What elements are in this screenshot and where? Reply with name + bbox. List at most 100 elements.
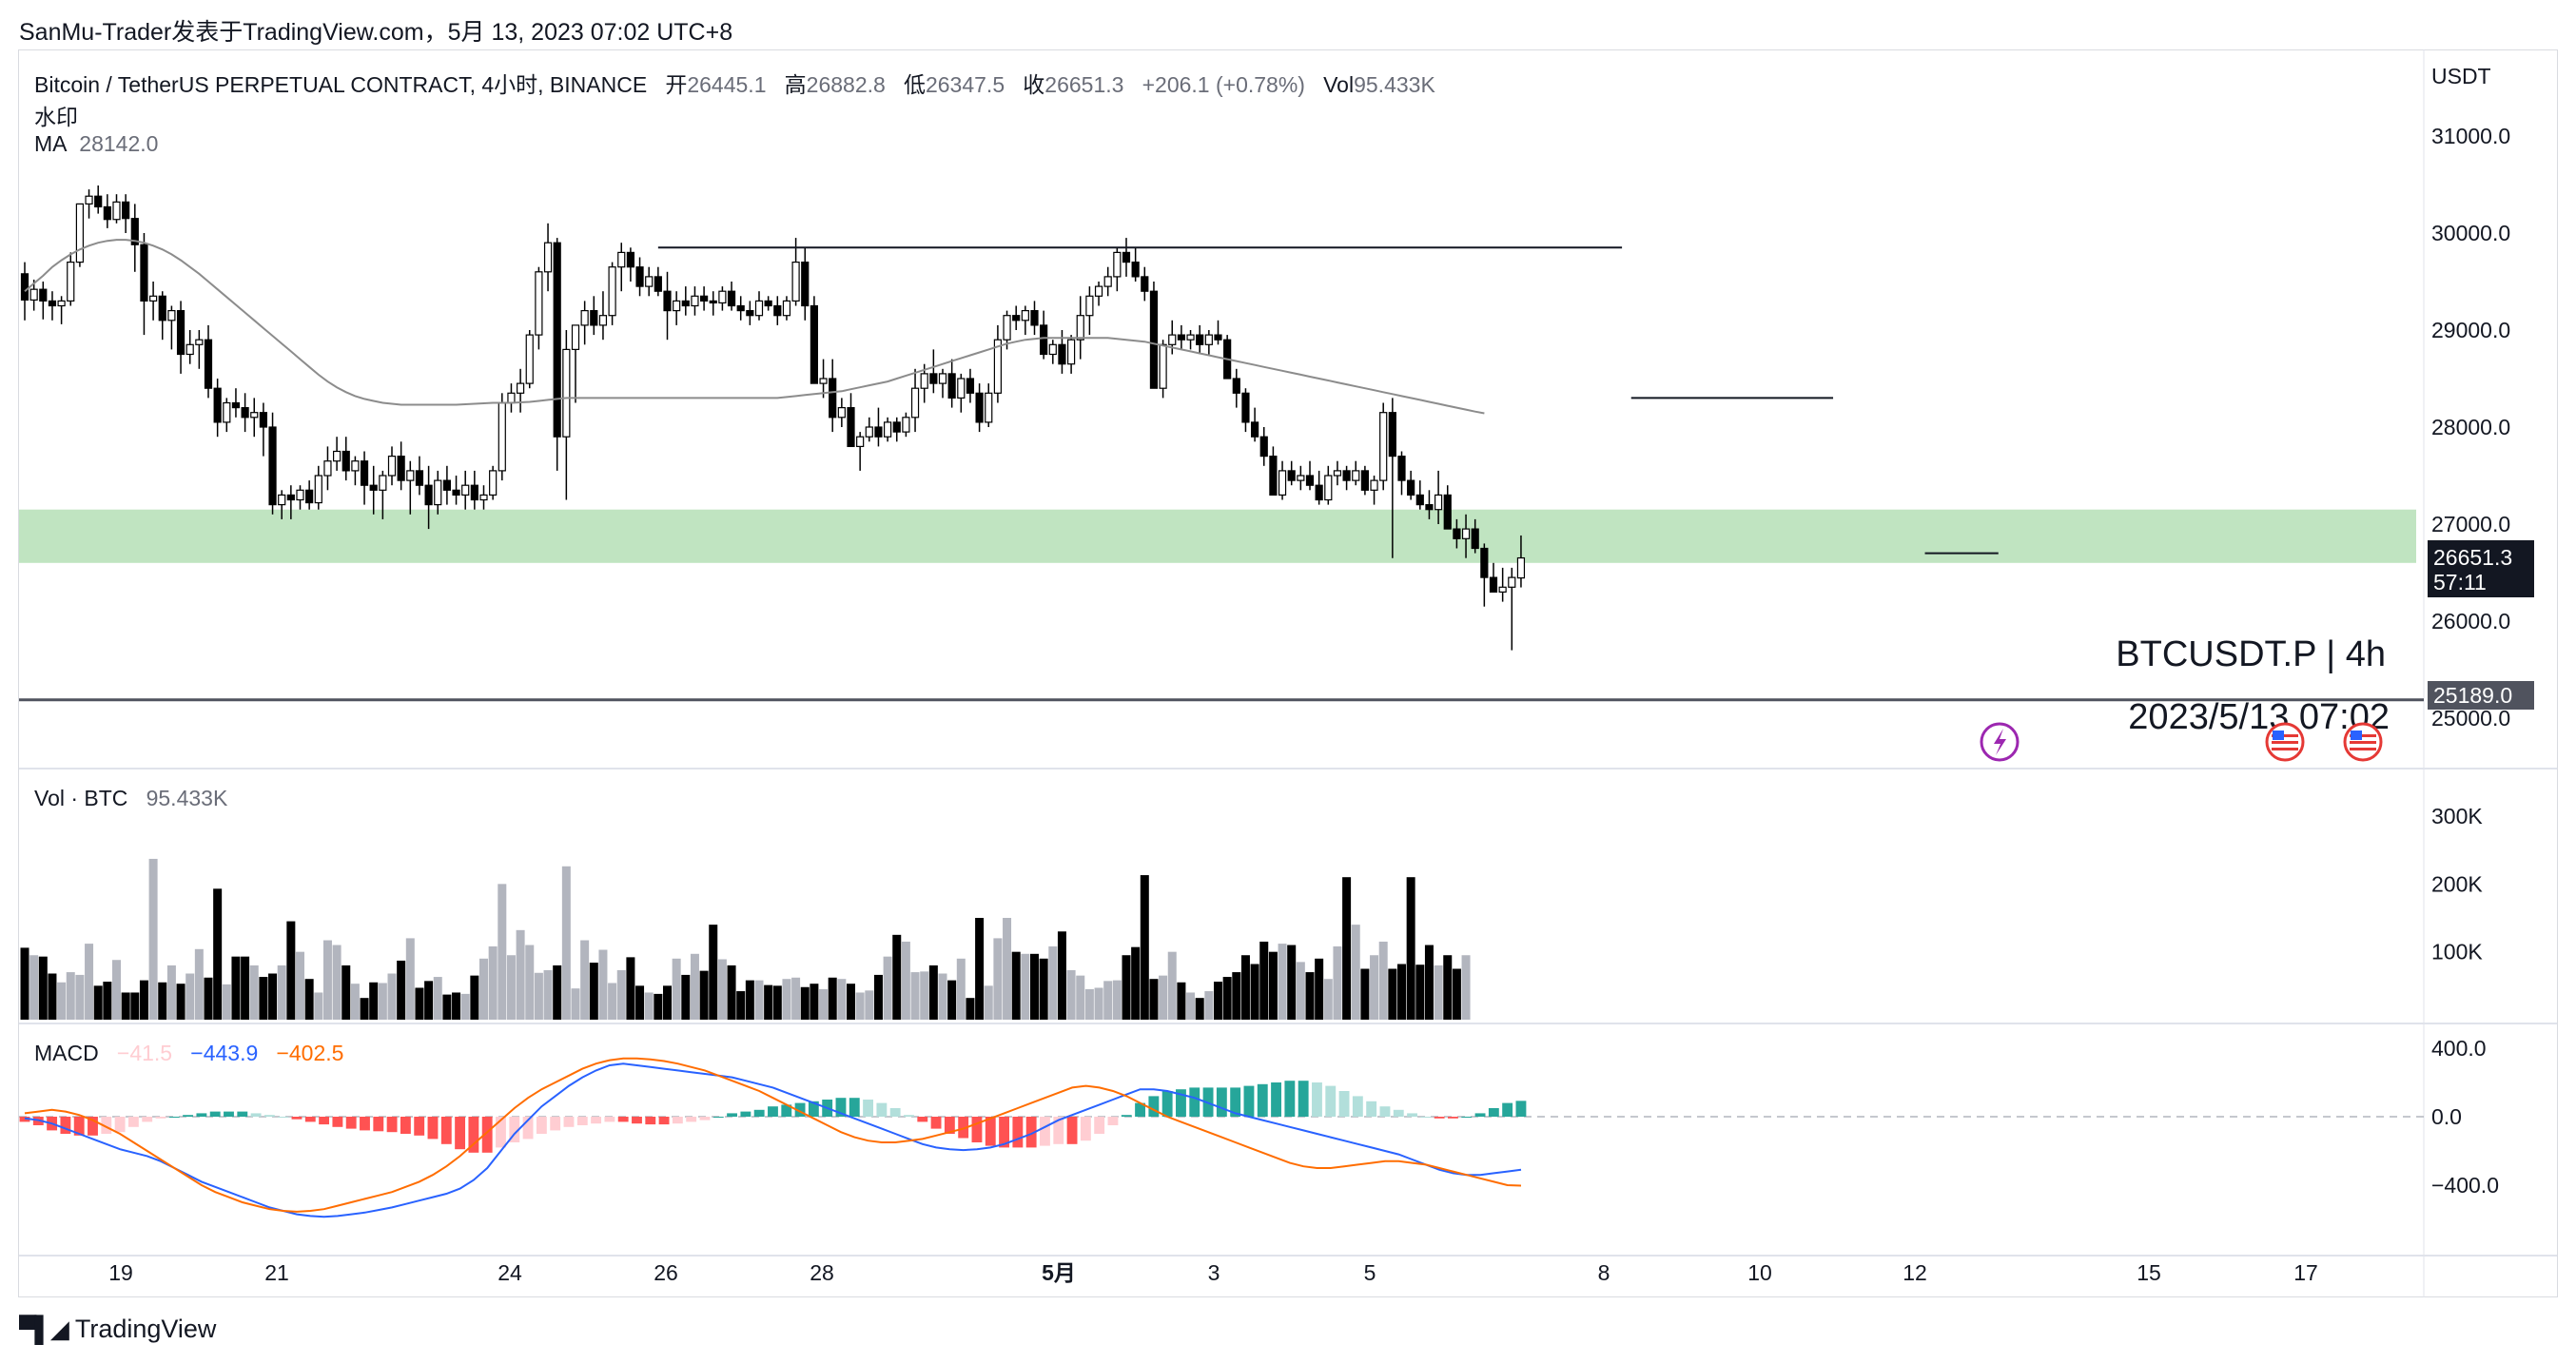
volume-legend[interactable]: Vol · BTC 95.433K: [34, 786, 227, 811]
candle: [535, 266, 543, 350]
time-tick-label: 12: [1903, 1260, 1927, 1285]
macd-legend[interactable]: MACD −41.5 −443.9 −402.5: [34, 1041, 343, 1066]
candle-body-up: [29, 288, 38, 301]
candle-body-up: [85, 195, 93, 205]
lightning-icon[interactable]: [1980, 722, 2020, 762]
volume-bar: [1159, 975, 1168, 1020]
watermark-indicator-label: 水印: [34, 105, 78, 129]
macd-hist-value: −41.5: [116, 1041, 173, 1065]
candle: [543, 223, 553, 292]
candle-body-down: [1177, 334, 1186, 341]
candle: [1149, 282, 1159, 389]
candle-body-down: [1196, 334, 1204, 345]
candle-body-up: [673, 300, 681, 312]
candle-body-up: [167, 310, 176, 322]
candle: [1370, 476, 1378, 505]
macd-histogram-bar: [985, 1117, 996, 1146]
volume-bar: [1131, 946, 1141, 1020]
candle-body-up: [856, 436, 865, 448]
macd-histogram-bar: [672, 1117, 683, 1124]
candle: [1076, 296, 1084, 360]
resistance-lines-layer[interactable]: [657, 246, 1999, 555]
candle: [654, 266, 662, 297]
candle-body-down: [829, 378, 837, 419]
volume-bar: [1397, 964, 1406, 1020]
candle-body-down: [1250, 421, 1259, 438]
volume-bar: [139, 980, 148, 1020]
volume-bar: [231, 956, 241, 1020]
candle: [590, 296, 598, 336]
candle: [985, 383, 993, 427]
macd-histogram-bar: [1012, 1117, 1024, 1148]
ma-legend[interactable]: MA 28142.0: [34, 131, 158, 157]
macd-histogram-bar: [1094, 1117, 1105, 1134]
volume-bar: [204, 977, 213, 1020]
volume-bar: [1333, 945, 1342, 1020]
candle: [85, 189, 93, 219]
candle-body-up: [351, 460, 360, 472]
macd-histogram-bar: [1420, 1117, 1432, 1118]
volume-bar: [580, 940, 590, 1020]
volume-bar: [516, 929, 525, 1020]
candle: [507, 383, 516, 413]
candle-body-down: [847, 407, 855, 448]
candle: [112, 194, 121, 224]
support-zone: [19, 509, 2416, 563]
volume-bar: [1443, 955, 1453, 1020]
price-tick-label: 26000.0: [2431, 609, 2510, 633]
candle-body-down: [360, 460, 369, 486]
macd-histogram-bar: [1298, 1081, 1309, 1117]
candle: [1066, 335, 1076, 374]
volume-bar: [873, 974, 883, 1020]
volume-bar: [1122, 955, 1131, 1020]
macd-histogram-bar: [455, 1117, 466, 1150]
candle: [406, 460, 415, 515]
candle: [185, 330, 194, 364]
us-flag-icon[interactable]: [2343, 722, 2383, 762]
candle-body-up: [525, 334, 534, 384]
candle: [305, 480, 314, 510]
macd-histogram-bar: [576, 1117, 588, 1125]
volume-bar: [93, 985, 103, 1020]
volume-bar: [38, 956, 48, 1020]
volume-bar: [644, 992, 654, 1020]
candle-body-up: [1278, 470, 1287, 496]
volume-bar: [1084, 988, 1094, 1020]
candle-body-down: [626, 251, 635, 268]
candle: [1204, 330, 1213, 355]
chart-frame[interactable]: [18, 49, 2558, 1297]
volume-bar: [369, 982, 379, 1020]
macd-histogram-bar: [1488, 1108, 1499, 1117]
volume-bar: [405, 938, 415, 1020]
macd-histogram-bar: [930, 1117, 942, 1129]
us-flag-icon[interactable]: [2265, 722, 2305, 762]
volume-bar: [20, 947, 29, 1020]
macd-histogram-bar: [550, 1117, 561, 1131]
candle: [397, 441, 405, 491]
candle-body-down: [342, 450, 350, 472]
symbol-title[interactable]: Bitcoin / TetherUS PERPETUAL CONTRACT, 4…: [34, 72, 648, 97]
candle: [122, 194, 130, 233]
volume-bar: [1195, 998, 1204, 1020]
macd-histogram-bar: [1053, 1117, 1064, 1144]
volume-bar: [1011, 951, 1021, 1020]
volume-bar: [249, 965, 259, 1020]
volume-bar: [717, 959, 727, 1020]
volume-bar: [1177, 982, 1186, 1020]
candle-body-up: [1333, 470, 1342, 477]
macd-histogram-bar: [1216, 1087, 1227, 1117]
close-label: 收: [1023, 72, 1045, 97]
volume-bar: [103, 982, 112, 1020]
volume-bar: [1388, 968, 1397, 1020]
macd-histogram-bar: [808, 1101, 819, 1117]
volume-bar: [29, 955, 39, 1020]
tradingview-brand[interactable]: ▀▌◢ TradingView: [19, 1315, 216, 1344]
watermark-indicator-legend[interactable]: 水印: [34, 99, 78, 131]
volume-bar: [112, 960, 121, 1020]
candle: [553, 238, 561, 471]
volume-bar: [699, 970, 709, 1020]
macd-histogram-bar: [794, 1102, 806, 1117]
candle: [57, 296, 66, 324]
candle: [699, 286, 709, 311]
